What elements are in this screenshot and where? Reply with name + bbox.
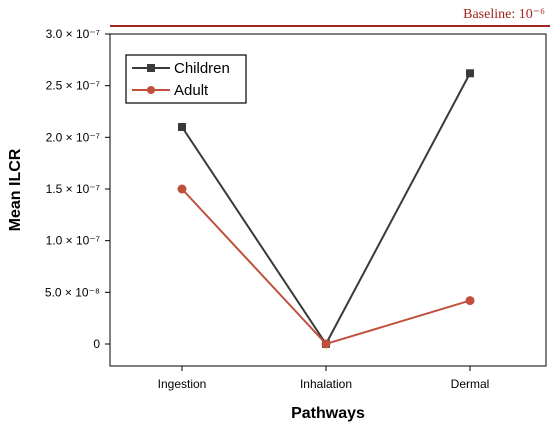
series-line-children [181, 72, 471, 346]
series-line-adult [181, 188, 471, 346]
y-tick-label: 1.0 × 10⁻⁷ [46, 234, 100, 248]
y-tick-label: 2.0 × 10⁻⁷ [46, 130, 100, 144]
y-tick-label: 5.0 × 10⁻⁸ [45, 285, 100, 299]
legend: Children Adult [125, 54, 247, 104]
legend-box [125, 54, 247, 104]
data-point-children [178, 123, 186, 131]
x-tick-label: Inhalation [300, 377, 352, 391]
legend-marker-adult [147, 86, 155, 94]
y-tick-label: 0 [93, 337, 100, 351]
data-point-adult [465, 296, 475, 306]
y-tick-label: 1.5 × 10⁻⁷ [46, 182, 100, 196]
plot-area [109, 33, 547, 367]
y-axis-title: Mean ILCR [7, 148, 24, 231]
series-layer [177, 69, 475, 349]
data-point-adult [177, 184, 187, 194]
y-axis: 0 5.0 × 10⁻⁸ 1.0 × 10⁻⁷ 1.5 × 10⁻⁷ 2.0 × 10⁻… [45, 27, 110, 351]
y-tick-label: 2.5 × 10⁻⁷ [46, 79, 100, 93]
y-tick-label: 3.0 × 10⁻⁷ [46, 27, 100, 41]
x-tick-label: Ingestion [158, 377, 207, 391]
x-tick-label: Dermal [451, 377, 490, 391]
legend-label-children: Children [174, 60, 230, 77]
legend-label-adult: Adult [174, 82, 209, 99]
data-point-children [466, 69, 474, 78]
baseline-label: Baseline: 10⁻⁶ [463, 7, 545, 22]
data-point-adult [321, 339, 331, 349]
x-axis-title: Pathways [291, 405, 365, 422]
legend-marker-children [147, 64, 155, 72]
x-axis: Ingestion Inhalation Dermal [158, 366, 490, 391]
